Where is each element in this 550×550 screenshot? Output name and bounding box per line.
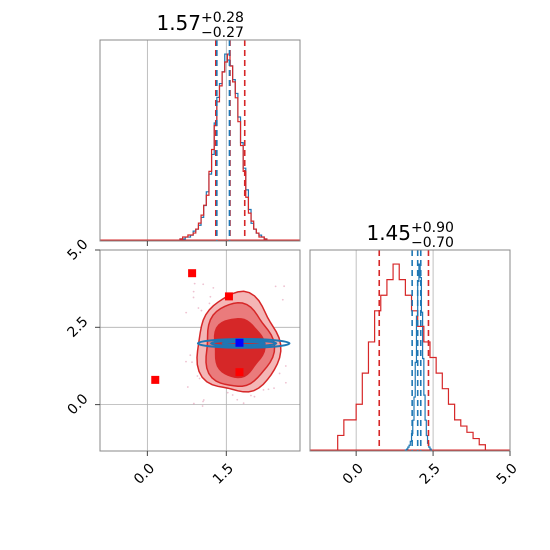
sample-point	[226, 391, 229, 394]
sample-point	[212, 286, 215, 289]
sample-point	[197, 307, 200, 309]
sample-point	[200, 309, 203, 312]
blue-square-marker	[235, 338, 244, 347]
title-median-top-left: 1.57	[156, 11, 201, 35]
bottom-right-x-tick-label: 5.0	[494, 461, 521, 488]
sample-point	[186, 386, 189, 388]
sample-point	[236, 398, 239, 401]
bottom-right-x-tick-label: 2.5	[417, 461, 444, 488]
sample-point	[209, 295, 212, 298]
bottom-left-x-tick-label: 0.0	[131, 461, 158, 488]
sample-point	[202, 283, 205, 286]
sample-point	[191, 361, 193, 364]
panel-top-left: 1.57 +0.28 −0.27	[99, 10, 301, 246]
sample-point	[202, 399, 205, 401]
sample-point	[185, 360, 187, 363]
sample-point	[192, 296, 195, 299]
sample-point	[283, 285, 286, 288]
sample-point	[208, 302, 211, 305]
blue-contour-0	[196, 338, 291, 349]
top-left-hist-series-1	[179, 53, 268, 241]
red-square-marker	[224, 292, 233, 301]
sample-point	[198, 377, 201, 380]
panel-bottom-left: 0.0 1.5 0.0 2.5 5.0	[64, 236, 301, 488]
title-minus-top-left: −0.27	[201, 25, 244, 41]
sample-point	[281, 298, 284, 301]
sample-point	[284, 381, 287, 384]
sample-point	[278, 372, 281, 375]
sample-point	[253, 395, 256, 398]
title-median-bottom-right: 1.45	[366, 221, 411, 245]
sample-point	[242, 402, 245, 405]
title-plus-bottom-right: +0.90	[411, 220, 454, 236]
sample-point	[267, 388, 270, 391]
top-left-hist-series-0	[179, 53, 268, 241]
blue-contour-1	[210, 339, 278, 348]
title-plus-top-left: +0.28	[201, 10, 244, 26]
sample-point	[284, 365, 287, 367]
sample-point	[185, 311, 188, 314]
bottom-left-y-tick-label: 5.0	[64, 236, 91, 263]
red-square-marker	[235, 368, 244, 377]
sample-point	[192, 290, 195, 293]
axes-frame-bottom-left	[99, 249, 301, 452]
sample-point	[250, 394, 252, 397]
sample-point	[196, 375, 199, 377]
bottom-left-x-tick-label: 1.5	[210, 461, 237, 488]
red-square-marker	[188, 269, 197, 278]
sample-point	[201, 405, 204, 407]
sample-point	[274, 285, 277, 288]
bottom-right-x-tick-label: 0.0	[340, 461, 367, 488]
axes-frame-top-left	[99, 39, 301, 242]
panel-bottom-right: 0.0 2.5 5.0 1.45 +0.90 −0.70	[309, 220, 521, 488]
axes-frame-bottom-right	[309, 249, 511, 452]
sample-point	[202, 400, 204, 403]
blue-contour-2	[221, 340, 266, 346]
red-square-marker	[151, 375, 160, 384]
sample-point	[231, 394, 234, 396]
sample-point	[189, 354, 192, 357]
sample-point	[273, 387, 275, 390]
sample-point	[262, 388, 265, 391]
bottom-left-y-tick-label: 2.5	[64, 314, 91, 341]
sample-point	[193, 282, 196, 285]
sample-point	[192, 402, 195, 405]
title-minus-bottom-right: −0.70	[411, 235, 454, 251]
bottom-left-y-tick-label: 0.0	[64, 391, 91, 418]
